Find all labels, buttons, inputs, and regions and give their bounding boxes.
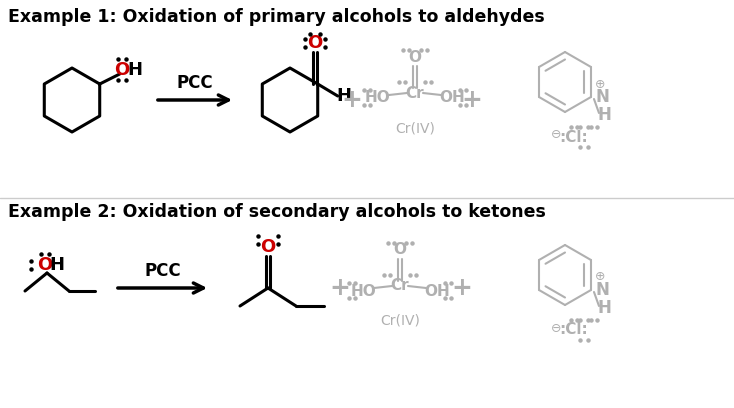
Text: PCC: PCC (177, 74, 214, 92)
Text: OH: OH (424, 284, 450, 299)
Text: HO: HO (350, 284, 376, 299)
Text: Cr(IV): Cr(IV) (380, 314, 420, 328)
Text: O: O (114, 61, 129, 79)
Text: O: O (261, 238, 276, 256)
Text: PCC: PCC (144, 262, 181, 280)
Text: H: H (597, 106, 611, 124)
Text: H: H (127, 61, 142, 79)
Text: H: H (597, 299, 611, 317)
Text: H: H (49, 256, 65, 274)
Text: ⊕: ⊕ (595, 271, 606, 284)
Text: ⊖: ⊖ (550, 322, 562, 335)
Text: N: N (596, 281, 610, 299)
Text: O: O (307, 34, 322, 52)
Text: HO: HO (365, 91, 391, 106)
Text: +: + (462, 88, 482, 112)
Text: N: N (596, 88, 610, 106)
Text: OH: OH (439, 91, 465, 106)
Text: Cr(IV): Cr(IV) (395, 121, 435, 135)
Text: Cr: Cr (390, 279, 410, 293)
Text: O: O (393, 242, 407, 257)
Text: +: + (341, 88, 363, 112)
Text: O: O (37, 256, 53, 274)
Text: Example 2: Oxidation of secondary alcohols to ketones: Example 2: Oxidation of secondary alcoho… (8, 203, 546, 221)
Text: +: + (330, 276, 350, 300)
Text: :Cl:: :Cl: (559, 129, 589, 144)
Text: O: O (409, 49, 421, 64)
Text: +: + (451, 276, 473, 300)
Text: H: H (336, 87, 351, 105)
Text: ⊖: ⊖ (550, 129, 562, 142)
Text: ⊕: ⊕ (595, 78, 606, 91)
Text: :Cl:: :Cl: (559, 322, 589, 337)
Text: Cr: Cr (406, 86, 424, 100)
Text: Example 1: Oxidation of primary alcohols to aldehydes: Example 1: Oxidation of primary alcohols… (8, 8, 545, 26)
